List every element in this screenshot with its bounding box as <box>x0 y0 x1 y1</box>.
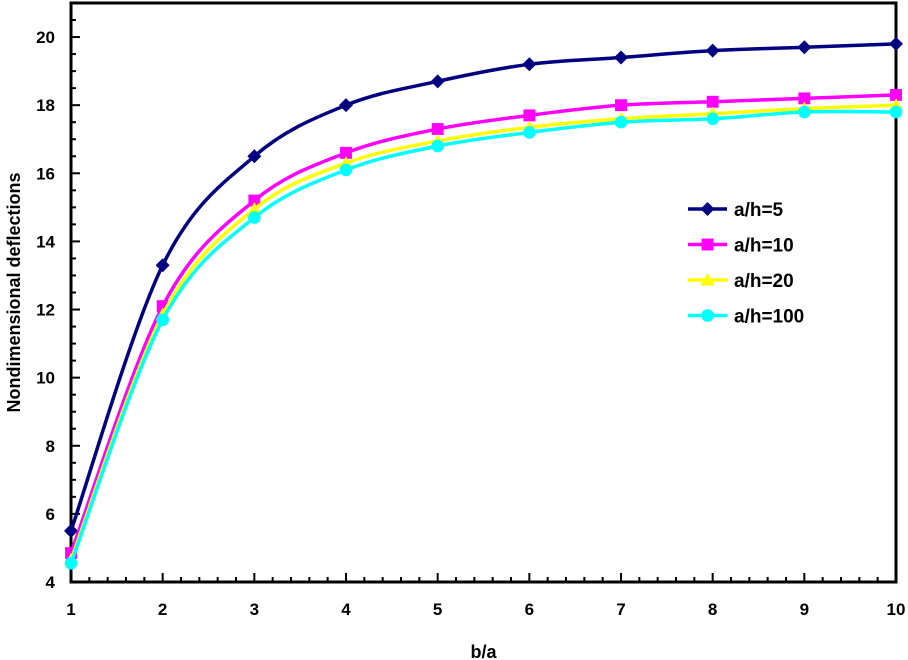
data-point <box>522 57 537 72</box>
x-tick-label: 8 <box>708 600 717 619</box>
legend-marker <box>701 309 714 322</box>
data-point <box>523 126 536 139</box>
data-point <box>797 40 812 55</box>
x-tick-label: 7 <box>616 600 625 619</box>
data-point <box>705 43 720 58</box>
data-point <box>431 123 444 135</box>
y-tick-label: 8 <box>46 437 55 456</box>
data-point <box>614 115 628 129</box>
data-point <box>156 313 169 327</box>
legend-item-a/h=10: a/h=10 <box>688 236 794 257</box>
legend-item-a/h=100: a/h=100 <box>688 307 804 328</box>
y-tick-label: 18 <box>36 96 55 115</box>
legend-item-a/h=20: a/h=20 <box>688 271 794 292</box>
data-point <box>889 105 903 119</box>
data-point <box>706 112 719 126</box>
legend-marker <box>701 238 714 251</box>
legend-marker <box>700 202 715 216</box>
x-tick-label: 3 <box>250 600 259 619</box>
legend-label: a/h=10 <box>734 236 794 257</box>
y-tick-label: 20 <box>36 28 55 47</box>
x-tick-label: 9 <box>800 600 809 619</box>
data-point <box>64 556 78 570</box>
data-point <box>615 99 627 112</box>
plot-frame <box>69 1 898 584</box>
series-line <box>69 109 897 564</box>
y-tick-label: 16 <box>36 164 55 183</box>
y-axis-title: Nondimensional deflections <box>4 172 24 412</box>
data-point <box>248 194 261 207</box>
data-point <box>798 92 811 105</box>
data-point <box>64 523 78 538</box>
data-point <box>889 36 903 51</box>
x-tick-label: 10 <box>887 600 906 619</box>
data-point <box>156 300 169 313</box>
legend: a/h=5 a/h=10 a/h=20 a/h=100 <box>688 200 804 328</box>
data-point <box>431 139 444 153</box>
y-tick-label: 10 <box>36 369 55 388</box>
legend-item-a/h=5: a/h=5 <box>688 200 784 221</box>
legend-marker <box>700 273 715 286</box>
series-group <box>64 36 903 570</box>
data-point <box>430 74 445 89</box>
x-axis-title: b/a <box>470 642 497 660</box>
data-point <box>247 149 262 164</box>
data-point <box>614 50 628 65</box>
data-point <box>798 105 811 119</box>
y-tick-label: 14 <box>36 232 55 251</box>
x-tick-label: 1 <box>66 600 75 619</box>
series-a/h=100 <box>64 105 903 570</box>
data-point <box>339 163 353 177</box>
x-tick-label: 6 <box>525 600 534 619</box>
series-a/h=20 <box>64 98 903 566</box>
data-point <box>706 95 719 108</box>
x-tick-label: 4 <box>341 600 351 619</box>
data-point <box>248 211 261 224</box>
y-tick-label: 12 <box>36 301 55 320</box>
data-point <box>247 202 262 215</box>
data-point <box>155 258 170 273</box>
data-point <box>523 109 536 122</box>
data-point <box>339 98 353 113</box>
series-a/h=10 <box>65 89 902 559</box>
series-a/h=5 <box>64 36 903 538</box>
legend-label: a/h=100 <box>734 307 804 328</box>
legend-label: a/h=20 <box>734 271 794 292</box>
data-point <box>890 89 902 101</box>
legend-label: a/h=5 <box>734 200 784 221</box>
y-tick-label: 6 <box>46 505 55 524</box>
x-tick-label: 2 <box>158 600 167 619</box>
series-line <box>69 103 897 561</box>
y-tick-label: 4 <box>46 573 56 592</box>
data-point <box>340 146 352 159</box>
x-tick-label: 5 <box>433 600 442 619</box>
